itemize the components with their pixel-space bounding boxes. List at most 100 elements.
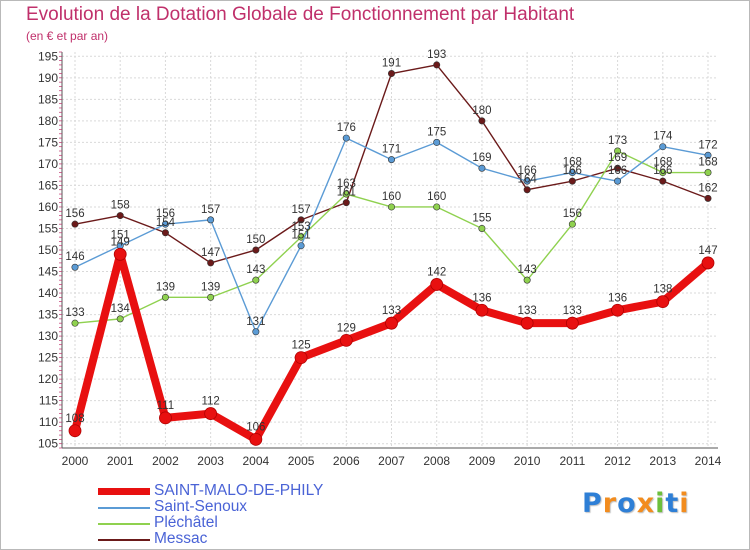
data-point	[252, 276, 260, 284]
legend-label: SAINT-MALO-DE-PHILY	[154, 482, 324, 499]
data-label: 139	[156, 281, 175, 293]
data-label: 168	[698, 157, 717, 169]
data-point	[339, 333, 353, 347]
data-point	[297, 216, 305, 224]
data-point	[656, 295, 670, 309]
data-label: 133	[382, 305, 401, 317]
data-label: 160	[382, 191, 401, 203]
data-point	[478, 117, 486, 125]
data-label: 156	[65, 208, 84, 220]
logo-letter: i	[655, 488, 666, 519]
data-point	[294, 351, 308, 365]
data-point	[161, 293, 169, 301]
data-point	[614, 164, 622, 172]
y-tick-label: 115	[39, 394, 58, 408]
data-point	[704, 194, 712, 202]
legend-swatch	[98, 539, 150, 541]
logo-letter: t	[665, 488, 680, 519]
data-label: 155	[472, 212, 491, 224]
data-point	[611, 303, 624, 317]
logo-letter: P	[582, 488, 603, 519]
x-tick-label: 2012	[604, 454, 631, 468]
data-label: 158	[111, 200, 130, 212]
data-label: 193	[427, 49, 446, 61]
data-label: 156	[156, 208, 175, 220]
data-point	[249, 432, 263, 446]
data-point	[704, 169, 712, 177]
data-point	[387, 203, 395, 211]
data-point	[614, 147, 622, 155]
x-tick-label: 2014	[695, 454, 722, 468]
y-tick-label: 165	[38, 178, 58, 192]
data-label: 147	[201, 247, 220, 259]
legend-swatch	[98, 488, 150, 495]
x-tick-label: 2004	[243, 454, 270, 468]
data-point	[204, 407, 218, 420]
data-point	[523, 177, 531, 185]
data-label: 112	[201, 396, 219, 408]
data-point	[478, 164, 486, 172]
data-label: 129	[337, 322, 356, 334]
data-point	[523, 186, 531, 194]
x-tick-label: 2009	[469, 454, 496, 468]
y-tick-label: 180	[38, 114, 58, 128]
x-tick-label: 2001	[107, 454, 134, 468]
x-tick-label: 2013	[649, 454, 676, 468]
data-label: 156	[563, 208, 582, 220]
data-label: 106	[246, 421, 265, 433]
logo-letter: x	[636, 488, 656, 519]
y-tick-label: 105	[38, 437, 58, 451]
x-tick-label: 2008	[423, 454, 450, 468]
data-label: 166	[518, 165, 537, 177]
data-label: 108	[65, 413, 84, 425]
y-tick-label: 160	[38, 200, 58, 214]
chart-subtitle: (en € et par an)	[26, 29, 109, 43]
data-point	[342, 134, 350, 142]
legend-swatch	[98, 523, 150, 525]
data-point	[520, 316, 534, 330]
x-tick-label: 2003	[197, 454, 224, 468]
data-label: 147	[698, 245, 717, 257]
data-label: 133	[563, 305, 582, 317]
data-point	[207, 216, 215, 224]
data-point	[207, 293, 215, 301]
data-label: 136	[472, 292, 491, 304]
chart-grid	[62, 52, 718, 448]
data-point	[433, 138, 441, 146]
y-tick-label: 110	[39, 415, 58, 429]
data-point	[113, 247, 127, 261]
data-point	[701, 256, 715, 270]
data-point	[568, 220, 576, 228]
data-point	[659, 143, 667, 151]
legend-label: Messac	[154, 530, 208, 547]
data-label: 164	[518, 174, 538, 186]
data-label: 138	[653, 284, 672, 296]
x-tick-label: 2005	[288, 454, 315, 468]
data-point	[478, 224, 486, 232]
chart-series	[68, 61, 715, 446]
data-point	[430, 278, 444, 291]
data-label: 174	[653, 131, 673, 143]
y-tick-label: 145	[38, 265, 58, 279]
data-point	[71, 220, 79, 228]
data-label: 149	[111, 236, 130, 248]
data-point	[342, 190, 350, 198]
x-tick-label: 2010	[514, 454, 541, 468]
proxiti-logo: Proxiti	[582, 488, 690, 519]
y-tick-label: 120	[38, 372, 58, 386]
data-label: 157	[201, 204, 220, 216]
data-label: 131	[246, 316, 265, 328]
y-tick-label: 175	[38, 135, 58, 149]
data-label: 125	[291, 340, 310, 352]
data-label: 136	[608, 292, 627, 304]
y-tick-label: 130	[38, 329, 58, 343]
data-point	[568, 169, 576, 177]
data-label: 111	[157, 400, 174, 412]
legend-swatch	[98, 507, 150, 509]
y-tick-label: 150	[38, 243, 58, 257]
y-tick-label: 185	[38, 92, 58, 106]
data-point	[475, 303, 489, 317]
data-point	[68, 424, 82, 438]
chart-title: Evolution de la Dotation Globale de Fonc…	[26, 4, 575, 25]
data-point	[568, 177, 576, 185]
